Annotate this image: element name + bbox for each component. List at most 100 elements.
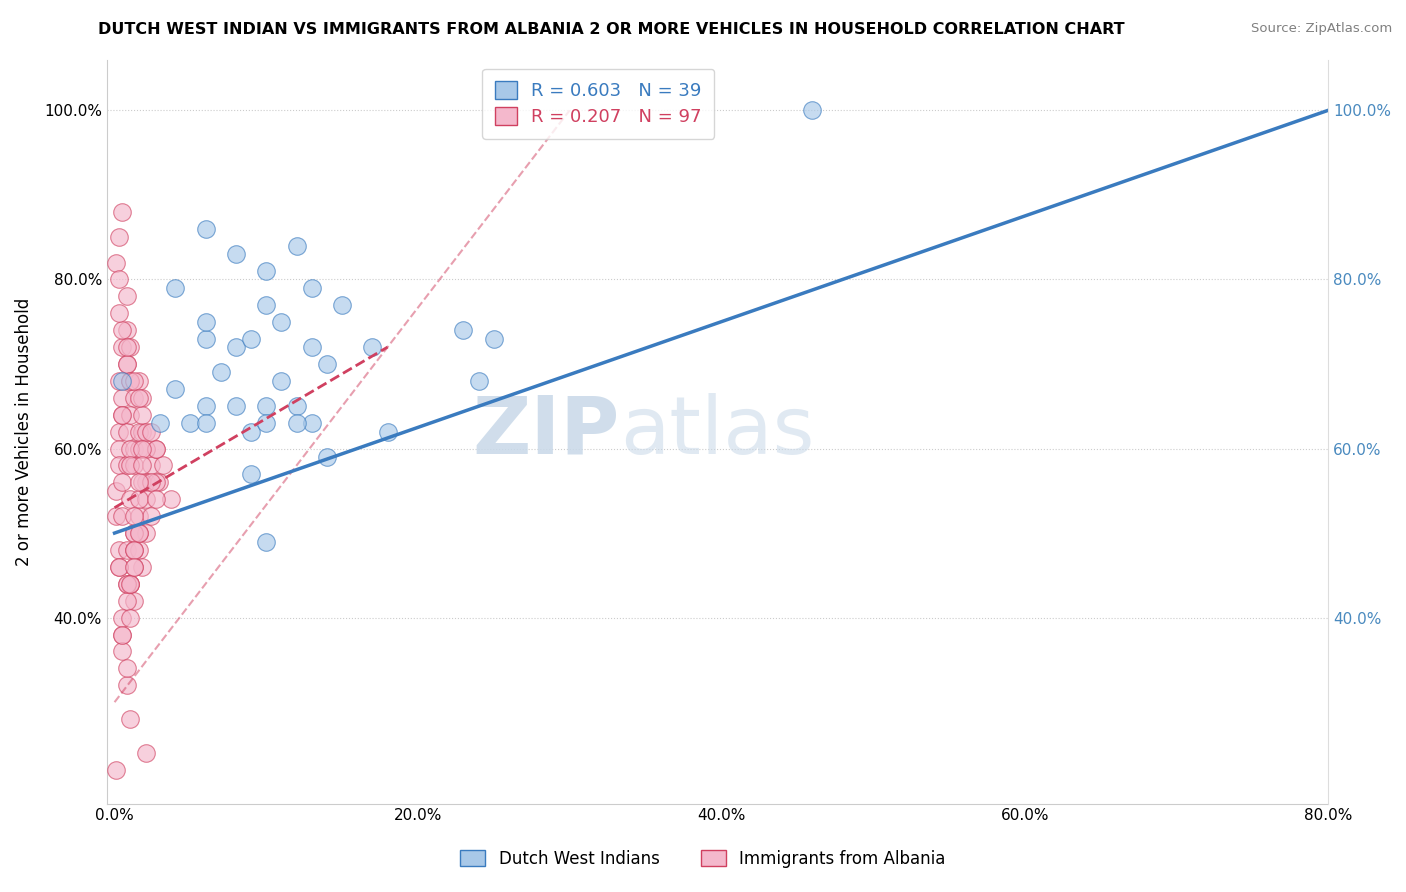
Point	[105, 763, 128, 777]
Point	[115, 340, 138, 354]
Point	[131, 475, 153, 490]
Point	[105, 483, 128, 498]
Point	[124, 526, 146, 541]
Point	[115, 458, 138, 473]
Point	[115, 323, 138, 337]
Point	[254, 416, 277, 430]
Y-axis label: 2 or more Vehicles in Household: 2 or more Vehicles in Household	[15, 298, 32, 566]
Point	[124, 560, 146, 574]
Point	[118, 340, 141, 354]
Point	[128, 509, 150, 524]
Point	[240, 425, 263, 439]
Point	[115, 425, 138, 439]
Point	[111, 627, 134, 641]
Point	[111, 204, 134, 219]
Text: atlas: atlas	[620, 392, 814, 471]
Point	[131, 391, 153, 405]
Point	[105, 509, 128, 524]
Point	[145, 475, 167, 490]
Point	[111, 408, 134, 422]
Point	[124, 458, 146, 473]
Point	[118, 374, 141, 388]
Point	[108, 458, 131, 473]
Point	[482, 332, 505, 346]
Point	[225, 399, 247, 413]
Point	[330, 298, 353, 312]
Point	[108, 306, 131, 320]
Point	[115, 576, 138, 591]
Point	[118, 610, 141, 624]
Text: Source: ZipAtlas.com: Source: ZipAtlas.com	[1251, 22, 1392, 36]
Point	[111, 627, 134, 641]
Point	[145, 442, 167, 456]
Point	[115, 678, 138, 692]
Point	[285, 238, 308, 252]
Point	[118, 442, 141, 456]
Point	[124, 526, 146, 541]
Point	[118, 458, 141, 473]
Point	[254, 534, 277, 549]
Point	[128, 442, 150, 456]
Point	[128, 526, 150, 541]
Point	[118, 712, 141, 726]
Point	[115, 543, 138, 558]
Point	[105, 255, 128, 269]
Point	[148, 475, 170, 490]
Point	[115, 289, 138, 303]
Point	[128, 526, 150, 541]
Text: ZIP: ZIP	[472, 392, 620, 471]
Point	[361, 340, 384, 354]
Point	[165, 382, 187, 396]
Point	[128, 543, 150, 558]
Point	[131, 442, 153, 456]
Point	[377, 425, 399, 439]
Point	[467, 374, 489, 388]
Point	[128, 374, 150, 388]
Point	[115, 576, 138, 591]
Point	[124, 560, 146, 574]
Point	[108, 442, 131, 456]
Point	[194, 399, 217, 413]
Point	[145, 442, 167, 456]
Point	[135, 746, 157, 760]
Point	[316, 450, 339, 464]
Point	[194, 221, 217, 235]
Point	[254, 264, 277, 278]
Point	[111, 610, 134, 624]
Point	[111, 644, 134, 658]
Point	[118, 374, 141, 388]
Point	[111, 340, 134, 354]
Point	[111, 323, 134, 337]
Point	[108, 543, 131, 558]
Point	[179, 416, 201, 430]
Point	[128, 391, 150, 405]
Point	[111, 408, 134, 422]
Point	[139, 425, 162, 439]
Point	[128, 492, 150, 507]
Point	[453, 323, 475, 337]
Point	[240, 467, 263, 481]
Point	[118, 576, 141, 591]
Point	[301, 340, 323, 354]
Point	[135, 425, 157, 439]
Point	[115, 357, 138, 371]
Point	[139, 509, 162, 524]
Point	[124, 593, 146, 607]
Point	[301, 416, 323, 430]
Point	[194, 332, 217, 346]
Point	[254, 298, 277, 312]
Point	[115, 357, 138, 371]
Point	[124, 543, 146, 558]
Point	[801, 103, 824, 118]
Point	[118, 408, 141, 422]
Point	[111, 374, 134, 388]
Point	[225, 340, 247, 354]
Point	[108, 272, 131, 286]
Point	[108, 560, 131, 574]
Point	[145, 492, 167, 507]
Point	[225, 247, 247, 261]
Point	[124, 442, 146, 456]
Point	[111, 509, 134, 524]
Point	[108, 374, 131, 388]
Point	[285, 416, 308, 430]
